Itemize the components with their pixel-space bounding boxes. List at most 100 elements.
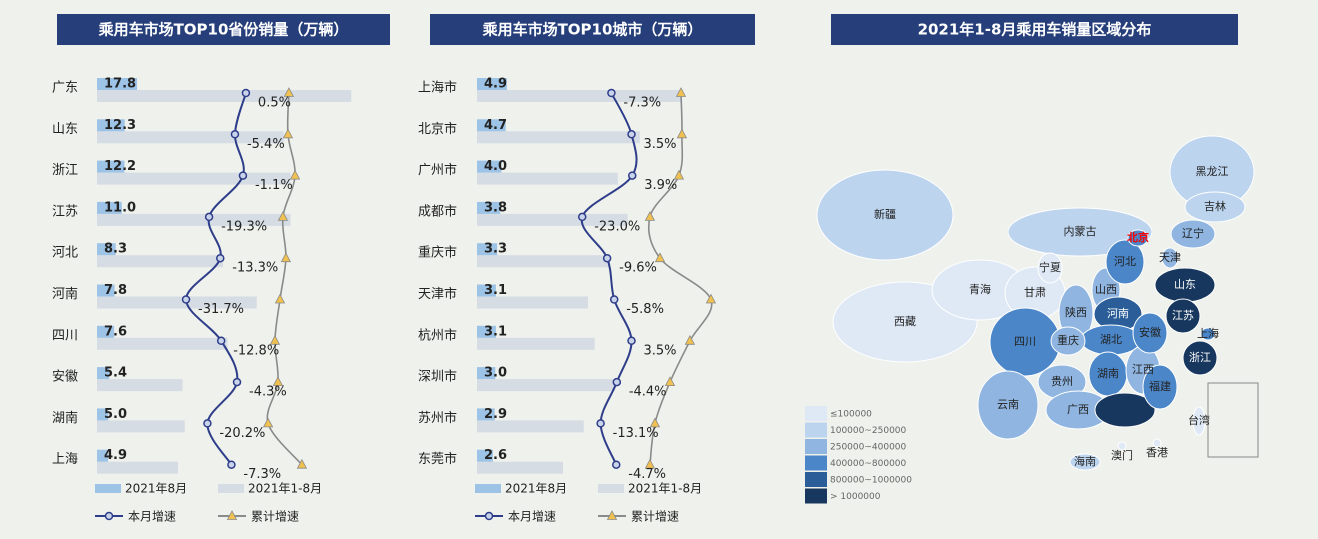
bar-total bbox=[97, 379, 183, 392]
growth-line bbox=[266, 92, 303, 466]
legend-swatch bbox=[805, 406, 827, 421]
bar-total bbox=[477, 90, 681, 102]
growth-label: -4.7% bbox=[628, 467, 666, 482]
title-bar bbox=[430, 14, 755, 45]
region bbox=[1117, 441, 1127, 451]
legend-label: 400000~800000 bbox=[830, 459, 907, 469]
growth-label: -5.4% bbox=[247, 137, 285, 152]
region-label: 河北 bbox=[1114, 255, 1136, 268]
bar-total bbox=[97, 213, 291, 226]
bar-month bbox=[477, 78, 507, 90]
region-label: 香港 bbox=[1146, 446, 1168, 459]
bar-month bbox=[477, 284, 496, 297]
legend-label: > 1000000 bbox=[830, 492, 881, 502]
growth-line bbox=[185, 92, 247, 466]
bar-total bbox=[97, 337, 228, 350]
bar-total bbox=[97, 296, 257, 309]
region bbox=[977, 370, 1039, 440]
region-label: 澳门 bbox=[1111, 448, 1133, 462]
growth-point bbox=[280, 252, 292, 263]
inset-frame bbox=[1207, 382, 1259, 458]
bar-month bbox=[97, 408, 109, 421]
category-label: 东莞市 bbox=[418, 451, 457, 467]
growth-label: -7.3% bbox=[243, 467, 281, 482]
growth-point bbox=[283, 87, 295, 97]
legend-marker bbox=[104, 511, 114, 521]
category-label: 成都市 bbox=[418, 203, 457, 219]
title-bar bbox=[831, 14, 1238, 45]
bar-value-label: 3.3 bbox=[484, 242, 507, 257]
growth-point bbox=[216, 253, 225, 263]
category-label: 广东 bbox=[52, 81, 78, 96]
bar-month bbox=[97, 367, 110, 380]
growth-label: 0.5% bbox=[258, 96, 291, 111]
region-label: 西藏 bbox=[894, 315, 916, 328]
growth-label: 3.5% bbox=[644, 137, 677, 152]
bar-month bbox=[97, 78, 138, 90]
growth-label: -5.8% bbox=[626, 302, 664, 317]
region-label: 内蒙古 bbox=[1064, 224, 1097, 238]
bar-total bbox=[477, 296, 589, 309]
growth-label: -19.3% bbox=[221, 219, 267, 234]
bar-month bbox=[477, 408, 495, 421]
region bbox=[816, 169, 954, 261]
bar-month bbox=[97, 160, 125, 173]
bar-value-label: 3.1 bbox=[484, 324, 507, 339]
region-label: 广西 bbox=[1067, 403, 1089, 416]
bar-value-label: 4.7 bbox=[484, 118, 507, 133]
legend-marker bbox=[226, 510, 238, 520]
growth-point bbox=[644, 458, 656, 469]
growth-point bbox=[627, 336, 636, 346]
legend-label: ≤100000 bbox=[830, 410, 872, 420]
bar-total bbox=[477, 213, 628, 226]
growth-point bbox=[577, 212, 587, 222]
region-label: 上海 bbox=[1197, 326, 1219, 340]
legend-swatch bbox=[598, 484, 624, 493]
region-label: 北京 bbox=[1127, 230, 1149, 244]
bar-value-label: 17.8 bbox=[104, 77, 136, 92]
region bbox=[1132, 312, 1168, 354]
region-label: 甘肃 bbox=[1024, 286, 1046, 299]
growth-label: -13.1% bbox=[613, 426, 659, 441]
legend-swatch bbox=[475, 484, 501, 493]
region bbox=[1094, 392, 1156, 428]
region-label: 青海 bbox=[969, 282, 991, 296]
growth-label: -13.3% bbox=[232, 261, 278, 276]
bar-value-label: 12.3 bbox=[104, 118, 136, 133]
bar-total bbox=[477, 172, 618, 185]
bar-value-label: 7.8 bbox=[104, 283, 127, 298]
bar-total bbox=[477, 131, 640, 144]
growth-line bbox=[647, 92, 713, 465]
bar-month bbox=[97, 449, 109, 462]
bar-month bbox=[477, 243, 498, 256]
category-label: 上海市 bbox=[418, 80, 457, 96]
category-label: 浙江 bbox=[52, 163, 78, 178]
legend-swatch bbox=[805, 439, 827, 454]
region bbox=[1200, 327, 1216, 341]
region-label: 江苏 bbox=[1172, 309, 1194, 322]
region-label: 黑龙江 bbox=[1196, 165, 1229, 178]
growth-point bbox=[649, 417, 661, 428]
growth-point bbox=[654, 252, 666, 263]
growth-point bbox=[241, 88, 251, 98]
growth-point bbox=[227, 460, 236, 469]
category-label: 山东 bbox=[52, 122, 78, 137]
legend-marker bbox=[484, 511, 494, 521]
bar-month bbox=[97, 119, 125, 132]
category-label: 苏州市 bbox=[418, 410, 457, 426]
growth-label: 3.5% bbox=[644, 343, 677, 358]
legend-swatch bbox=[805, 472, 827, 487]
growth-point bbox=[602, 253, 612, 263]
growth-point bbox=[262, 417, 274, 428]
legend-label: 100000~250000 bbox=[830, 426, 907, 436]
legend-label: 累计增速 bbox=[631, 510, 679, 524]
region bbox=[1069, 453, 1101, 471]
region-label: 辽宁 bbox=[1182, 226, 1204, 240]
growth-line bbox=[580, 92, 638, 466]
bar-month bbox=[477, 325, 496, 338]
growth-point bbox=[676, 128, 688, 139]
region bbox=[1127, 229, 1149, 247]
category-label: 天津市 bbox=[418, 286, 457, 302]
growth-point bbox=[675, 87, 687, 97]
bar-value-label: 4.9 bbox=[484, 77, 507, 92]
